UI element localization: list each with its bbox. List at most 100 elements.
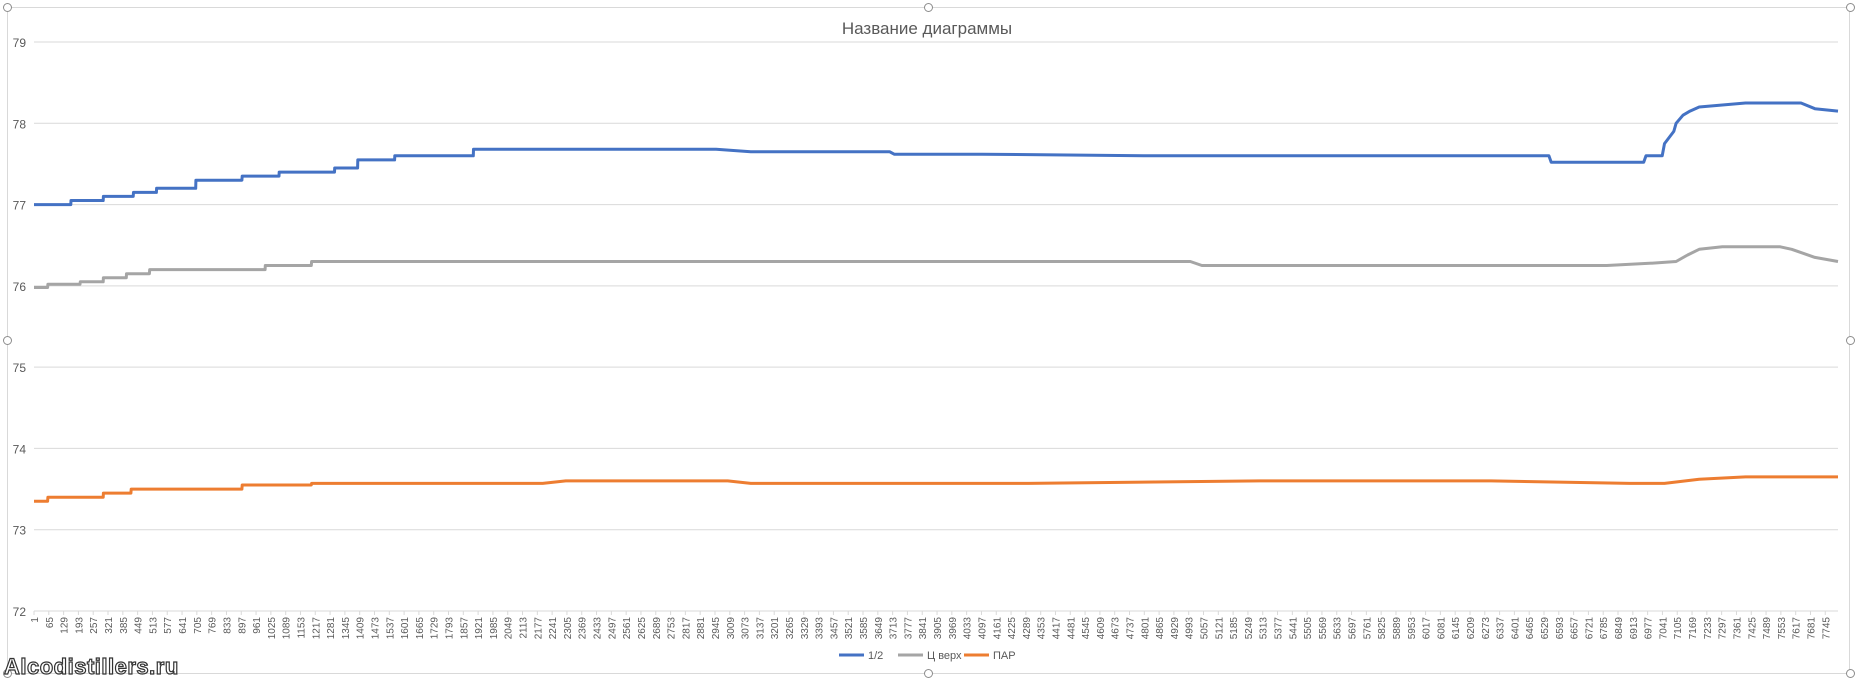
y-tick-label: 77 — [13, 199, 27, 213]
y-tick-label: 76 — [13, 280, 27, 294]
x-tick-label: 2945 — [711, 617, 722, 640]
x-tick-label: 7361 — [1732, 617, 1743, 640]
x-tick-label: 961 — [252, 617, 263, 634]
x-tick-label: 897 — [237, 617, 248, 634]
x-tick-label: 2305 — [563, 617, 574, 640]
x-tick-label: 4033 — [963, 617, 974, 640]
x-tick-label: 3393 — [815, 617, 826, 640]
x-tick-label: 3905 — [933, 617, 944, 640]
x-tick-label: 7489 — [1762, 617, 1773, 640]
x-tick-label: 65 — [45, 617, 56, 629]
x-tick-label: 5505 — [1303, 617, 1314, 640]
x-tick-label: 1857 — [459, 617, 470, 640]
chart-title: Название диаграммы — [842, 19, 1012, 38]
x-tick-label: 385 — [119, 617, 130, 634]
x-tick-label: 4673 — [1111, 617, 1122, 640]
x-tick-label: 1 — [30, 617, 41, 623]
legend[interactable]: 1/2 Ц верх ПАР — [839, 650, 1016, 662]
x-tick-label: 4161 — [992, 617, 1003, 640]
x-tick-label: 3329 — [800, 617, 811, 640]
series-line-3 — [34, 475, 1838, 503]
x-tick-label: 4097 — [977, 617, 988, 640]
x-tick-label: 5377 — [1274, 617, 1285, 640]
x-tick-label: 2881 — [696, 617, 707, 640]
x-tick-label: 1985 — [489, 617, 500, 640]
x-tick-label: 2369 — [578, 617, 589, 640]
x-tick-label: 1729 — [430, 617, 441, 640]
resize-handle-bottom-left[interactable] — [3, 669, 12, 678]
x-tick-label: 4929 — [1170, 617, 1181, 640]
x-tick-label: 257 — [89, 617, 100, 634]
x-tick-label: 4417 — [1051, 617, 1062, 640]
x-tick-label: 513 — [148, 617, 159, 634]
x-tick-label: 833 — [222, 617, 233, 634]
x-tick-label: 4865 — [1155, 617, 1166, 640]
x-tick-label: 1281 — [326, 617, 337, 640]
x-tick-label: 3649 — [874, 617, 885, 640]
x-tick-label: 1153 — [296, 617, 307, 639]
x-tick-label: 577 — [163, 617, 174, 634]
x-tick-label: 1537 — [385, 617, 396, 640]
x-tick-label: 2433 — [593, 617, 604, 640]
x-tick-label: 2625 — [637, 617, 648, 640]
x-tick-label: 5313 — [1259, 617, 1270, 640]
x-tick-label: 6593 — [1555, 617, 1566, 640]
x-tick-label: 2113 — [519, 617, 530, 639]
x-tick-label: 3009 — [726, 617, 737, 640]
y-tick-label: 78 — [13, 117, 27, 131]
x-tick-label: 7233 — [1703, 617, 1714, 640]
x-tick-label: 4545 — [1081, 617, 1092, 640]
x-tick-label: 7681 — [1806, 617, 1817, 640]
x-tick-label: 321 — [104, 617, 115, 634]
x-tick-label: 2561 — [622, 617, 633, 640]
x-tick-label: 449 — [134, 617, 145, 634]
x-tick-label: 4481 — [1066, 617, 1077, 640]
x-tick-label: 5825 — [1377, 617, 1388, 640]
x-tick-label: 6529 — [1540, 617, 1551, 640]
x-tick-label: 6017 — [1422, 617, 1433, 640]
x-tick-label: 7169 — [1688, 617, 1699, 640]
x-tick-label: 4993 — [1185, 617, 1196, 640]
x-tick-label: 3073 — [741, 617, 752, 640]
resize-handle-top-center[interactable] — [924, 3, 933, 12]
x-tick-label: 3457 — [829, 617, 840, 640]
x-tick-label: 5633 — [1333, 617, 1344, 640]
x-axis: 1 65 129 193 257 321 385 449 513 577 641 705 769 833 8… — [30, 611, 1832, 639]
resize-handle-top-right[interactable] — [1846, 3, 1855, 12]
x-tick-label: 1089 — [282, 617, 293, 640]
x-tick-label: 5953 — [1407, 617, 1418, 640]
x-tick-label: 7041 — [1658, 617, 1669, 640]
x-tick-label: 6657 — [1570, 617, 1581, 640]
x-tick-label: 5889 — [1392, 617, 1403, 640]
resize-handle-bottom-center[interactable] — [924, 669, 933, 678]
x-tick-label: 5057 — [1200, 617, 1211, 640]
x-tick-label: 2689 — [652, 617, 663, 640]
x-tick-label: 7553 — [1777, 617, 1788, 640]
x-tick-label: 3521 — [844, 617, 855, 640]
x-tick-label: 1793 — [445, 617, 456, 640]
x-tick-label: 1409 — [356, 617, 367, 640]
resize-handle-middle-left[interactable] — [3, 336, 12, 345]
x-tick-label: 6785 — [1599, 617, 1610, 640]
resize-handle-top-left[interactable] — [3, 3, 12, 12]
x-tick-label: 3969 — [948, 617, 959, 640]
x-tick-label: 705 — [193, 617, 204, 634]
chart-area[interactable] — [7, 7, 1850, 674]
x-tick-label: 5697 — [1348, 617, 1359, 640]
resize-handle-bottom-right[interactable] — [1846, 669, 1855, 678]
x-tick-label: 6337 — [1496, 617, 1507, 640]
x-tick-label: 5249 — [1244, 617, 1255, 640]
x-tick-label: 2753 — [667, 617, 678, 640]
series-line-1 — [34, 101, 1839, 207]
x-tick-label: 4737 — [1125, 617, 1136, 640]
x-tick-label: 4609 — [1096, 617, 1107, 640]
resize-handle-middle-right[interactable] — [1846, 336, 1855, 345]
x-tick-label: 6721 — [1584, 617, 1595, 640]
x-tick-label: 3713 — [889, 617, 900, 640]
x-tick-label: 2177 — [533, 617, 544, 640]
x-tick-label: 3265 — [785, 617, 796, 640]
y-tick-label: 75 — [13, 361, 27, 375]
x-tick-label: 1601 — [400, 617, 411, 640]
